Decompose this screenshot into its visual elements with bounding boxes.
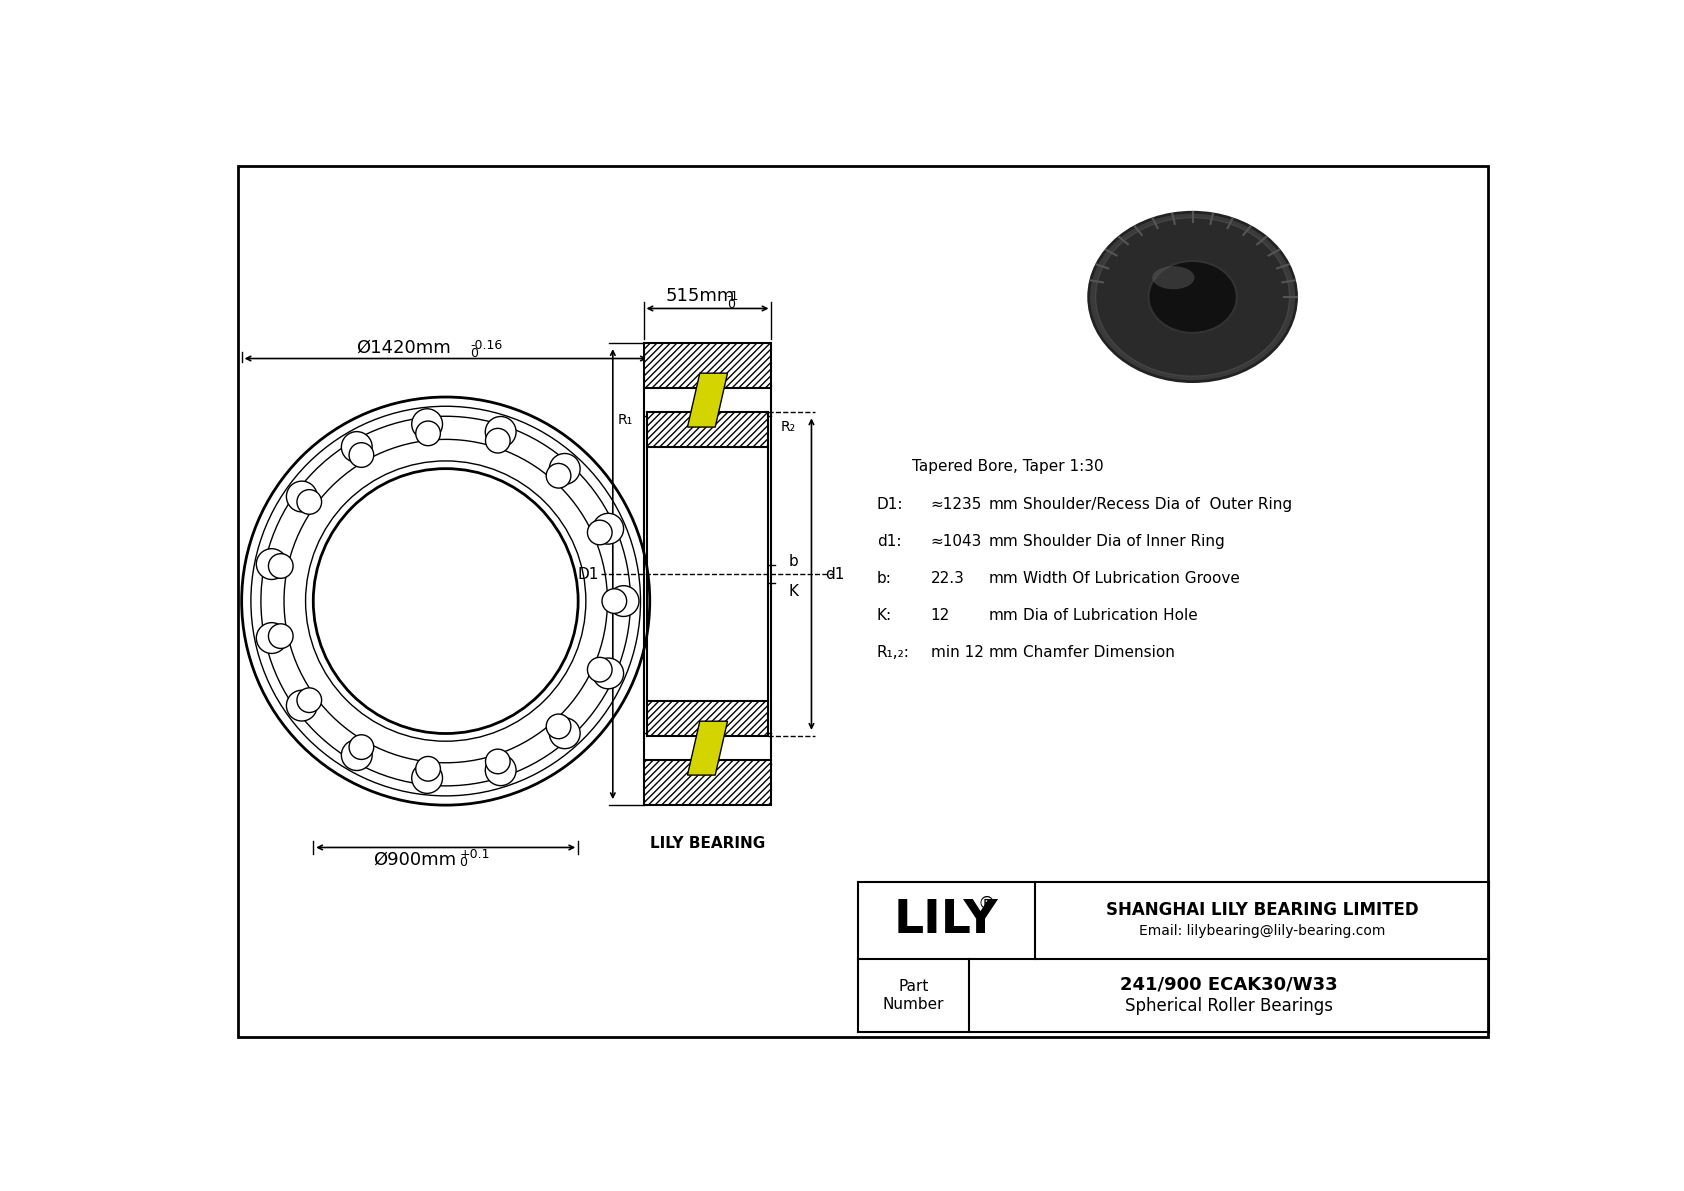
Circle shape	[349, 443, 374, 467]
Circle shape	[485, 755, 515, 786]
Ellipse shape	[1152, 266, 1194, 289]
Text: Shoulder Dia of Inner Ring: Shoulder Dia of Inner Ring	[1024, 535, 1224, 549]
Circle shape	[608, 586, 638, 617]
Text: -1: -1	[727, 291, 739, 304]
Circle shape	[546, 715, 571, 738]
Text: Width Of Lubrication Groove: Width Of Lubrication Groove	[1024, 572, 1239, 586]
Text: mm: mm	[989, 646, 1019, 660]
Text: R₁,₂:: R₁,₂:	[877, 646, 909, 660]
Polygon shape	[687, 373, 727, 428]
Polygon shape	[647, 701, 768, 736]
Text: Dia of Lubrication Hole: Dia of Lubrication Hole	[1024, 609, 1197, 623]
Circle shape	[485, 429, 510, 453]
Polygon shape	[643, 343, 771, 388]
Circle shape	[256, 549, 288, 580]
Text: K:: K:	[877, 609, 893, 623]
Text: D1: D1	[578, 567, 600, 581]
Circle shape	[485, 417, 515, 448]
Text: D1:: D1:	[877, 498, 903, 512]
Circle shape	[342, 740, 372, 771]
Circle shape	[416, 422, 441, 445]
Text: mm: mm	[989, 498, 1019, 512]
Ellipse shape	[1088, 212, 1297, 381]
Circle shape	[342, 431, 372, 462]
Text: R₁: R₁	[618, 413, 633, 428]
Text: 12: 12	[931, 609, 950, 623]
Text: Shoulder/Recess Dia of  Outer Ring: Shoulder/Recess Dia of Outer Ring	[1024, 498, 1292, 512]
Ellipse shape	[1096, 218, 1290, 376]
Circle shape	[593, 657, 623, 688]
Text: Part
Number: Part Number	[882, 979, 945, 1012]
Text: ≈1043: ≈1043	[931, 535, 982, 549]
Circle shape	[411, 762, 443, 793]
Text: Tapered Bore, Taper 1:30: Tapered Bore, Taper 1:30	[913, 459, 1103, 474]
Text: ®: ®	[977, 894, 995, 912]
Text: Ø900mm: Ø900mm	[374, 850, 456, 868]
Circle shape	[268, 554, 293, 579]
Polygon shape	[647, 412, 768, 447]
Text: Chamfer Dimension: Chamfer Dimension	[1024, 646, 1175, 660]
Text: -0.16: -0.16	[470, 339, 502, 351]
Circle shape	[349, 735, 374, 760]
Text: LILY: LILY	[894, 898, 999, 943]
Circle shape	[549, 718, 579, 749]
Text: K: K	[788, 584, 798, 599]
Circle shape	[485, 749, 510, 774]
Text: b: b	[788, 554, 798, 568]
Circle shape	[588, 520, 611, 544]
Circle shape	[268, 624, 293, 648]
Ellipse shape	[1148, 261, 1236, 333]
Circle shape	[296, 688, 322, 712]
Text: 0: 0	[727, 298, 734, 311]
Text: LILY BEARING: LILY BEARING	[650, 836, 765, 852]
Text: 241/900 ECAK30/W33: 241/900 ECAK30/W33	[1120, 975, 1339, 994]
Text: mm: mm	[989, 572, 1019, 586]
Circle shape	[601, 588, 626, 613]
Text: 22.3: 22.3	[931, 572, 965, 586]
Text: ≈1235: ≈1235	[931, 498, 982, 512]
Text: min 12: min 12	[931, 646, 983, 660]
Polygon shape	[687, 722, 727, 775]
Text: d1: d1	[825, 567, 845, 581]
Circle shape	[588, 657, 611, 682]
Text: mm: mm	[989, 535, 1019, 549]
Text: mm: mm	[989, 609, 1019, 623]
Circle shape	[296, 490, 322, 515]
Circle shape	[256, 623, 288, 654]
Text: 515mm: 515mm	[665, 287, 734, 305]
Text: SHANGHAI LILY BEARING LIMITED: SHANGHAI LILY BEARING LIMITED	[1106, 900, 1418, 918]
Polygon shape	[643, 761, 771, 805]
Circle shape	[286, 481, 317, 512]
Text: Ø1420mm: Ø1420mm	[355, 338, 451, 357]
Text: 0: 0	[460, 856, 468, 869]
Circle shape	[549, 454, 579, 485]
Circle shape	[593, 513, 623, 544]
Circle shape	[286, 691, 317, 721]
Text: b:: b:	[877, 572, 893, 586]
Text: Email: lilybearing@lily-bearing.com: Email: lilybearing@lily-bearing.com	[1138, 924, 1386, 939]
Text: d1:: d1:	[877, 535, 901, 549]
Text: R₂: R₂	[781, 420, 797, 434]
Text: 0: 0	[470, 347, 478, 360]
Circle shape	[416, 756, 441, 781]
Text: +0.1: +0.1	[460, 848, 490, 861]
Text: Spherical Roller Bearings: Spherical Roller Bearings	[1125, 998, 1334, 1016]
Circle shape	[546, 463, 571, 488]
Circle shape	[411, 409, 443, 439]
